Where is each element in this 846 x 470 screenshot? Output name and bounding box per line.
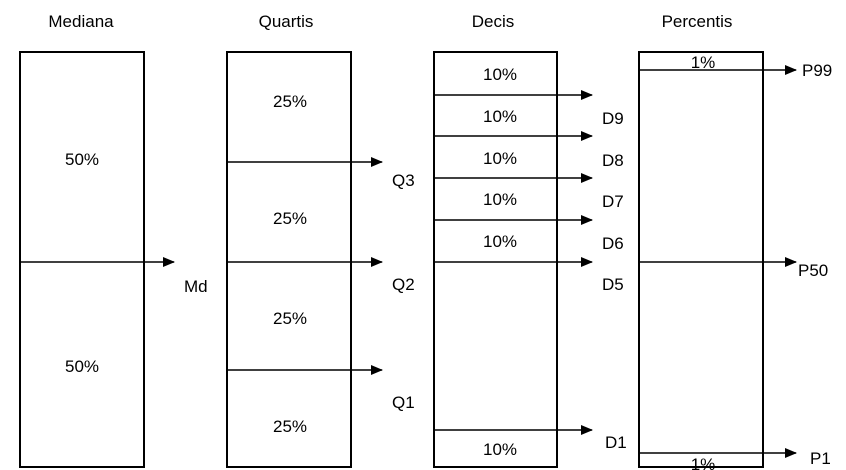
d7-label: D7 (602, 192, 624, 211)
decil-pct: 10% (483, 440, 517, 459)
q2-label: Q2 (392, 275, 415, 294)
d5-label: D5 (602, 275, 624, 294)
title-decis: Decis (472, 12, 515, 31)
mediana-box (19, 51, 145, 468)
percentil-top-pct: 1% (691, 53, 716, 72)
quartis-box (226, 51, 352, 468)
d8-label: D8 (602, 151, 624, 170)
decis-box (433, 51, 558, 468)
mediana-top-pct: 50% (65, 150, 99, 169)
title-percentis: Percentis (662, 12, 733, 31)
title-quartis: Quartis (259, 12, 314, 31)
quartil-pct: 25% (273, 309, 307, 328)
q3-label: Q3 (392, 171, 415, 190)
d6-label: D6 (602, 234, 624, 253)
quartil-pct: 25% (273, 92, 307, 111)
d9-label: D9 (602, 109, 624, 128)
decil-pct: 10% (483, 232, 517, 251)
p50-label: P50 (798, 261, 828, 280)
percentil-bottom-pct: 1% (691, 455, 716, 470)
decil-pct: 10% (483, 65, 517, 84)
decil-pct: 10% (483, 107, 517, 126)
p99-label: P99 (802, 61, 832, 80)
quartil-pct: 25% (273, 417, 307, 436)
d1-label: D1 (605, 433, 627, 452)
median-label: Md (184, 277, 208, 296)
q1-label: Q1 (392, 393, 415, 412)
percentis-box (638, 51, 764, 468)
mediana-bottom-pct: 50% (65, 357, 99, 376)
decil-pct: 10% (483, 149, 517, 168)
decil-pct: 10% (483, 190, 517, 209)
title-mediana: Mediana (48, 12, 114, 31)
p1-label: P1 (810, 449, 831, 468)
quartil-pct: 25% (273, 209, 307, 228)
